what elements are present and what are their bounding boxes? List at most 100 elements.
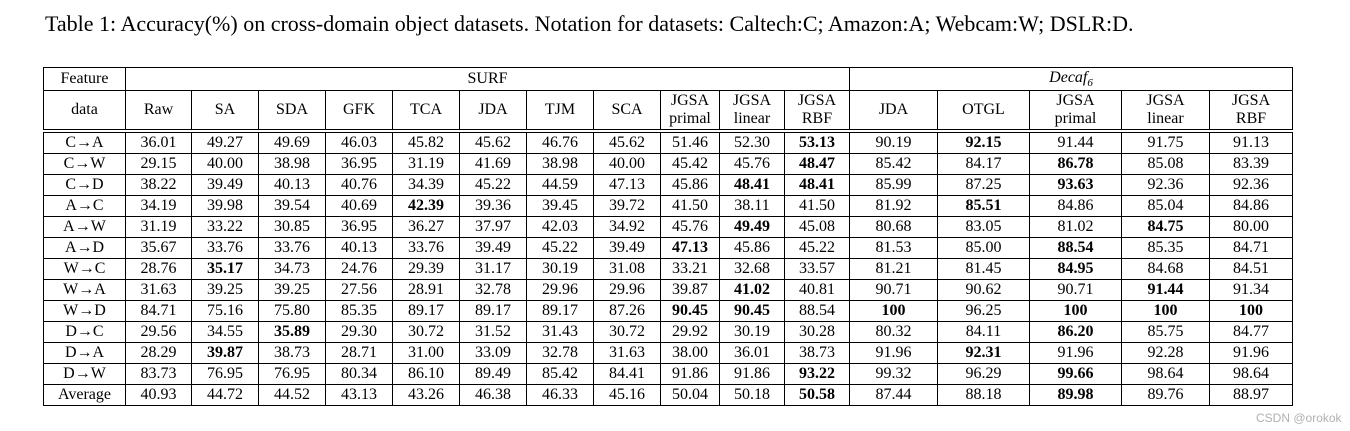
value-cell: 76.95 (191, 363, 259, 385)
value-cell: 80.68 (849, 216, 938, 238)
value-cell: 39.25 (191, 279, 259, 301)
value-cell: 87.26 (593, 300, 661, 322)
value-cell: 88.54 (784, 300, 850, 322)
value-cell: 84.68 (1121, 258, 1210, 280)
corner-data-cell: data (43, 90, 126, 133)
value-cell: 29.96 (526, 279, 594, 301)
value-cell: 36.01 (719, 342, 785, 364)
value-cell: 45.76 (719, 153, 785, 175)
table-row: C→A 36.01 49.27 49.69 46.03 45.82 45.62 46.76 45… (43, 130, 1294, 154)
table-row: C→W 29.15 40.00 38.98 36.95 31.19 41.69 38.98 40… (43, 153, 1294, 175)
value-cell: 81.45 (937, 258, 1030, 280)
value-cell: 38.22 (125, 174, 192, 196)
value-cell: 31.63 (125, 279, 192, 301)
value-cell: 46.38 (459, 384, 527, 406)
value-cell: 34.55 (191, 321, 259, 343)
value-cell: 84.17 (937, 153, 1030, 175)
value-cell: 90.71 (1029, 279, 1122, 301)
value-cell: 88.97 (1208, 384, 1294, 406)
value-cell: 85.42 (849, 153, 938, 175)
group-header-decaf6: Decaf6 (848, 67, 1294, 91)
value-cell: 31.19 (125, 216, 192, 238)
value-cell: 37.97 (459, 216, 527, 238)
row-label: C→W (43, 153, 126, 175)
value-cell: 39.87 (191, 342, 259, 364)
value-cell: 90.45 (719, 300, 785, 322)
value-cell: 42.39 (392, 195, 460, 217)
table-row: D→C 29.56 34.55 35.89 29.30 30.72 31.52 31.43 30… (43, 321, 1294, 343)
value-cell: 40.13 (258, 174, 326, 196)
table-row: Average 40.93 44.72 44.52 43.13 43.26 46.38 46.… (43, 384, 1294, 406)
value-cell: 83.05 (937, 216, 1030, 238)
table-row: D→A 28.29 39.87 38.73 28.71 31.00 33.09 32.78 31… (43, 342, 1294, 364)
table-row: A→D 35.67 33.76 33.76 40.13 33.76 39.49 45.22 39… (43, 237, 1294, 259)
value-cell: 99.66 (1029, 363, 1122, 385)
group-header-surf: SURF (125, 67, 850, 91)
row-label: W→A (43, 279, 126, 301)
value-cell: 91.13 (1208, 130, 1294, 154)
column-header-raw: Raw (125, 90, 192, 133)
value-cell: 85.51 (937, 195, 1030, 217)
value-cell: 84.75 (1121, 216, 1210, 238)
value-cell: 38.73 (258, 342, 326, 364)
value-cell: 30.72 (593, 321, 661, 343)
value-cell: 85.04 (1121, 195, 1210, 217)
value-cell: 30.72 (392, 321, 460, 343)
value-cell: 100 (1121, 300, 1210, 322)
value-cell: 38.98 (526, 153, 594, 175)
value-cell: 43.26 (392, 384, 460, 406)
value-cell: 45.08 (784, 216, 850, 238)
value-cell: 89.49 (459, 363, 527, 385)
value-cell: 29.56 (125, 321, 192, 343)
value-cell: 90.62 (937, 279, 1030, 301)
value-cell: 35.17 (191, 258, 259, 280)
value-cell: 89.17 (392, 300, 460, 322)
value-cell: 45.86 (660, 174, 720, 196)
value-cell: 91.44 (1029, 130, 1122, 154)
value-cell: 80.00 (1208, 216, 1294, 238)
value-cell: 39.87 (660, 279, 720, 301)
decaf-subscript: 6 (1087, 76, 1093, 89)
value-cell: 80.34 (325, 363, 393, 385)
value-cell: 90.19 (849, 130, 938, 154)
group-header-row: Feature SURF Decaf6 (43, 67, 1294, 91)
value-cell: 39.98 (191, 195, 259, 217)
table-caption: Table 1: Accuracy(%) on cross-domain obj… (45, 11, 1134, 36)
value-cell: 45.22 (459, 174, 527, 196)
value-cell: 33.22 (191, 216, 259, 238)
value-cell: 86.20 (1029, 321, 1122, 343)
value-cell: 40.00 (191, 153, 259, 175)
column-header-otgl: OTGL (937, 90, 1030, 133)
value-cell: 40.76 (325, 174, 393, 196)
decaf-label: Decaf (1049, 68, 1088, 86)
value-cell: 34.73 (258, 258, 326, 280)
value-cell: 40.13 (325, 237, 393, 259)
value-cell: 34.39 (392, 174, 460, 196)
value-cell: 38.98 (258, 153, 326, 175)
table-row: W→D 84.71 75.16 75.80 85.35 89.17 89.17 89.17 87… (43, 300, 1294, 322)
row-label: Average (43, 384, 126, 406)
value-cell: 84.95 (1029, 258, 1122, 280)
value-cell: 42.03 (526, 216, 594, 238)
value-cell: 38.73 (784, 342, 850, 364)
row-label: D→W (43, 363, 126, 385)
value-cell: 29.92 (660, 321, 720, 343)
value-cell: 29.15 (125, 153, 192, 175)
row-label: D→C (43, 321, 126, 343)
value-cell: 45.16 (593, 384, 661, 406)
value-cell: 91.96 (1029, 342, 1122, 364)
value-cell: 33.21 (660, 258, 720, 280)
value-cell: 93.22 (784, 363, 850, 385)
row-label: A→C (43, 195, 126, 217)
value-cell: 85.00 (937, 237, 1030, 259)
value-cell: 44.72 (191, 384, 259, 406)
row-label: W→D (43, 300, 126, 322)
value-cell: 85.35 (325, 300, 393, 322)
value-cell: 92.15 (937, 130, 1030, 154)
column-header-jgsa-linear: JGSA linear (719, 90, 785, 133)
column-header-sda: SDA (258, 90, 326, 133)
value-cell: 91.96 (1208, 342, 1294, 364)
value-cell: 39.25 (258, 279, 326, 301)
value-cell: 39.45 (526, 195, 594, 217)
value-cell: 96.29 (937, 363, 1030, 385)
